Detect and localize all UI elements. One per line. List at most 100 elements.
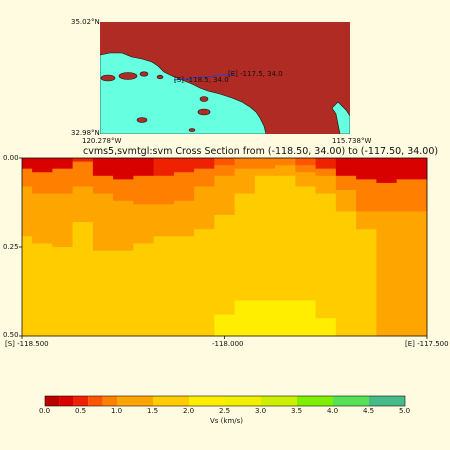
section-cell <box>32 243 53 337</box>
section-cell <box>173 200 195 237</box>
section-cell <box>133 243 155 337</box>
colorbar-tick-label: 4.5 <box>363 407 375 415</box>
section-cell <box>92 175 114 194</box>
x-tick-label-1: -118.000 <box>212 340 244 348</box>
section-cell <box>356 211 377 230</box>
y-tick-label-2: 0.50 <box>3 331 19 339</box>
colorbar-tick-label: 1.5 <box>147 407 159 415</box>
section-cell <box>254 158 276 162</box>
colorbar-segment <box>189 396 225 406</box>
colorbar-segment <box>297 396 333 406</box>
section-cell <box>275 300 296 337</box>
x-tick-label-2: [E] -117.500 <box>405 340 449 348</box>
section-cell <box>133 158 155 177</box>
section-cell <box>92 193 114 251</box>
section-cell <box>113 179 134 202</box>
section-cell <box>234 158 256 162</box>
section-cell <box>254 168 276 177</box>
x-tick-label-0: [S] -118.500 <box>5 340 49 348</box>
chart-title: cvms5,svmtgl:svm Cross Section from (-11… <box>83 146 439 157</box>
section-cell <box>275 175 296 301</box>
section-cell <box>214 314 236 337</box>
section-cell <box>52 193 74 248</box>
channel-islands <box>100 71 211 132</box>
section-cell <box>335 175 357 191</box>
section-cell <box>194 229 215 337</box>
colorbar-segment <box>369 396 405 406</box>
section-cell <box>254 161 276 170</box>
section-cell <box>72 186 94 223</box>
map-start-label: [S] -118.5, 34.0 <box>174 76 229 84</box>
map-lat-bottom-label: 32.98°N <box>71 129 100 137</box>
section-cell <box>52 158 74 170</box>
colorbar-label: Vs (km/s) <box>210 417 244 425</box>
colorbar-tick-label: 1.0 <box>111 407 123 415</box>
section-cell <box>92 158 114 177</box>
section-cell <box>396 158 418 180</box>
section-cell <box>356 158 377 180</box>
section-cell <box>214 214 236 316</box>
section-cell <box>22 236 33 337</box>
colorbar-segment <box>59 396 74 406</box>
cross-section-path <box>173 73 236 81</box>
section-cell <box>52 168 74 194</box>
section-cell <box>133 175 155 205</box>
map-lon-right-label: 115.738°W <box>332 137 372 145</box>
colorbar-tick-label: 3.5 <box>291 407 303 415</box>
colorbar <box>44 395 406 407</box>
section-cell <box>315 175 337 194</box>
section-cell <box>234 168 256 194</box>
section-cell <box>214 165 236 177</box>
section-cell <box>356 229 377 337</box>
colorbar-tick-label: 5.0 <box>399 407 411 415</box>
section-cell <box>173 158 195 173</box>
section-cell <box>376 158 398 184</box>
section-cell <box>153 204 175 237</box>
section-cell <box>315 158 337 170</box>
section-cell <box>335 211 357 337</box>
section-cell <box>356 179 377 212</box>
section-cell <box>315 168 337 177</box>
section-cell <box>275 165 296 177</box>
section-cell <box>153 175 175 205</box>
section-cell <box>72 158 94 162</box>
section-cell <box>113 200 134 251</box>
section-cell <box>92 250 114 337</box>
section-cell <box>396 211 418 337</box>
section-cell <box>234 193 256 301</box>
colorbar-segment <box>73 396 89 406</box>
section-cell <box>416 158 428 180</box>
colorbar-tick-label: 0.0 <box>39 407 51 415</box>
section-cell <box>72 161 94 187</box>
section-cell <box>234 300 256 337</box>
colorbar-segment <box>225 396 261 406</box>
section-cell <box>234 161 256 170</box>
section-cell <box>32 193 53 244</box>
colorbar-segment <box>261 396 297 406</box>
section-cell <box>153 236 175 337</box>
y-tick-label-0: 0.00 <box>3 154 19 162</box>
map-ocean-southeast <box>331 101 350 134</box>
section-cell <box>295 172 317 187</box>
colorbar-tick-label: 3.0 <box>255 407 267 415</box>
section-cell <box>113 158 134 180</box>
section-cell <box>133 204 155 244</box>
section-cell <box>416 179 428 212</box>
section-cell <box>22 168 33 187</box>
colorbar-tick-label: 0.5 <box>75 407 87 415</box>
section-cell <box>72 222 94 337</box>
section-cell <box>194 186 215 230</box>
cross-section-plot <box>19 157 428 339</box>
section-cell <box>32 158 53 173</box>
section-cell <box>214 175 236 216</box>
colorbar-tick-label: 2.0 <box>183 407 195 415</box>
location-map <box>100 22 350 134</box>
colorbar-segment <box>117 396 153 406</box>
section-cell <box>416 211 428 337</box>
section-cell <box>376 211 398 337</box>
section-cell <box>214 158 236 166</box>
section-cell <box>295 158 317 166</box>
colorbar-frame <box>44 395 406 407</box>
section-cell <box>173 236 195 337</box>
section-cell <box>194 158 215 170</box>
